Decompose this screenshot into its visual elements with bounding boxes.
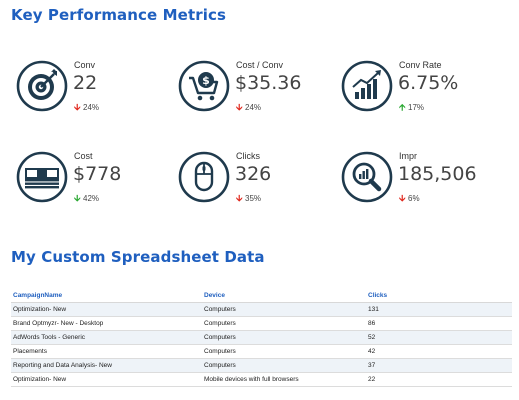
kpi-impressions: Impr 185,506 🡫 6% xyxy=(341,151,506,217)
column-header-device[interactable]: Device xyxy=(202,288,366,303)
kpi-label: Cost / Conv xyxy=(236,60,284,70)
kpi-value: $35.36 xyxy=(235,72,302,94)
kpi-change: 🡫 42% xyxy=(74,191,99,207)
kpi-conv: Conv 22 🡫 24% xyxy=(16,60,181,126)
table-cell-campaign: Placements xyxy=(11,344,202,359)
kpi-change: 🡫 35% xyxy=(236,191,261,207)
kpi-value: 6.75% xyxy=(398,72,459,94)
kpi-value: 22 xyxy=(73,72,98,94)
table-row: Optimization- New Mobile devices with fu… xyxy=(11,372,512,387)
table-cell-campaign: Reporting and Data Analysis- New xyxy=(11,358,202,373)
kpi-label: Clicks xyxy=(236,151,260,161)
kpi-label: Conv xyxy=(74,60,96,70)
table-cell-clicks: 86 xyxy=(366,316,512,331)
table-row: Optimization- New Computers 131 xyxy=(11,302,512,317)
table-cell-clicks: 22 xyxy=(366,372,512,387)
arrow-down-icon: 🡫 xyxy=(236,193,243,203)
table-cell-device: Computers xyxy=(202,358,366,373)
kpi-cost-per-conv: $ Cost / Conv $35.36 🡫 24% xyxy=(178,60,343,126)
table-cell-clicks: 131 xyxy=(366,302,512,317)
bar-growth-icon xyxy=(341,60,393,112)
table-row: Placements Computers 42 xyxy=(11,344,512,359)
table-cell-campaign: Optimization- New xyxy=(11,302,202,317)
table-row: Reporting and Data Analysis- New Compute… xyxy=(11,358,512,373)
table-cell-campaign: Brand Optmyzr- New - Desktop xyxy=(11,316,202,331)
table-row: Brand Optmyzr- New - Desktop Computers 8… xyxy=(11,316,512,331)
kpi-value: 326 xyxy=(235,163,272,185)
kpi-value: 185,506 xyxy=(398,163,477,185)
kpi-section-title: Key Performance Metrics xyxy=(11,6,226,24)
column-header-campaign[interactable]: CampaignName xyxy=(11,288,202,303)
kpi-cost: Cost $778 🡫 42% xyxy=(16,151,181,217)
table-cell-clicks: 52 xyxy=(366,330,512,345)
svg-text:$: $ xyxy=(202,74,210,87)
arrow-down-icon: 🡫 xyxy=(236,102,243,112)
kpi-change: 🡫 24% xyxy=(236,100,261,116)
table-cell-device: Computers xyxy=(202,302,366,317)
mouse-icon xyxy=(178,151,230,203)
arrow-up-icon: 🡩 xyxy=(399,102,406,112)
dollar-cart-icon: $ xyxy=(178,60,230,112)
arrow-up-icon: 🡫 xyxy=(74,193,81,203)
kpi-change: 🡫 6% xyxy=(399,191,420,207)
spreadsheet-table: CampaignName Device Clicks Optimization-… xyxy=(11,288,512,387)
kpi-label: Conv Rate xyxy=(399,60,442,70)
target-icon xyxy=(16,60,68,112)
table-cell-device: Computers xyxy=(202,344,366,359)
table-cell-campaign: AdWords Tools - Generic xyxy=(11,330,202,345)
kpi-change: 🡩 17% xyxy=(399,100,424,116)
table-header-row: CampaignName Device Clicks xyxy=(11,288,512,303)
table-row: AdWords Tools - Generic Computers 52 xyxy=(11,330,512,345)
kpi-label: Impr xyxy=(399,151,417,161)
kpi-change: 🡫 24% xyxy=(74,100,99,116)
spreadsheet-section-title: My Custom Spreadsheet Data xyxy=(11,248,265,266)
kpi-value: $778 xyxy=(73,163,122,185)
table-cell-clicks: 37 xyxy=(366,358,512,373)
table-cell-device: Computers xyxy=(202,316,366,331)
table-cell-clicks: 42 xyxy=(366,344,512,359)
arrow-down-icon: 🡫 xyxy=(399,193,406,203)
column-header-clicks[interactable]: Clicks xyxy=(366,288,512,303)
kpi-clicks: Clicks 326 🡫 35% xyxy=(178,151,343,217)
arrow-down-icon: 🡫 xyxy=(74,102,81,112)
table-cell-campaign: Optimization- New xyxy=(11,372,202,387)
kpi-label: Cost xyxy=(74,151,93,161)
magnifier-chart-icon xyxy=(341,151,393,203)
table-cell-device: Mobile devices with full browsers xyxy=(202,372,366,387)
table-cell-device: Computers xyxy=(202,330,366,345)
money-stack-icon xyxy=(16,151,68,203)
kpi-conv-rate: Conv Rate 6.75% 🡩 17% xyxy=(341,60,506,126)
